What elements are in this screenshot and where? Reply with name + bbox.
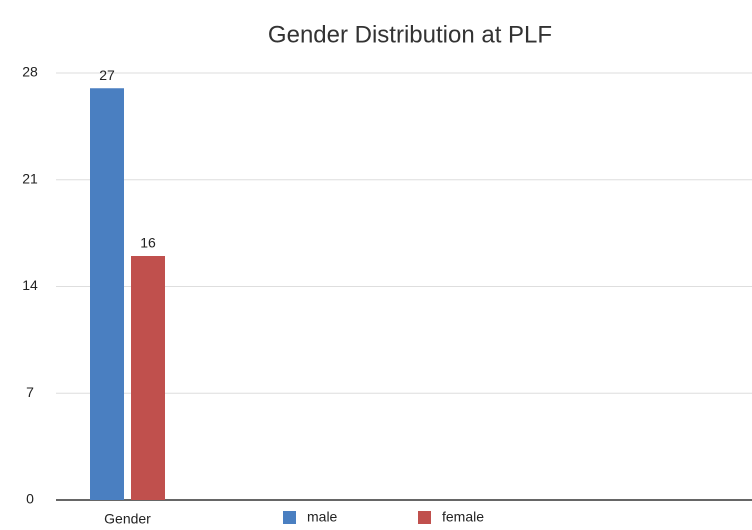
legend-label: female	[442, 509, 484, 525]
bar	[90, 88, 124, 500]
y-tick-label: 7	[26, 384, 34, 400]
bar	[131, 256, 165, 500]
x-tick-label: Gender	[104, 511, 151, 527]
data-label: 27	[99, 67, 115, 83]
legend-swatch	[283, 511, 296, 524]
chart-title: Gender Distribution at PLF	[268, 21, 552, 48]
y-tick-label: 21	[22, 170, 38, 186]
y-tick-label: 0	[26, 491, 34, 507]
legend-label: male	[307, 509, 338, 525]
data-label: 16	[140, 235, 156, 251]
y-tick-label: 28	[22, 64, 38, 80]
y-tick-label: 14	[22, 277, 38, 293]
legend-swatch	[418, 511, 431, 524]
